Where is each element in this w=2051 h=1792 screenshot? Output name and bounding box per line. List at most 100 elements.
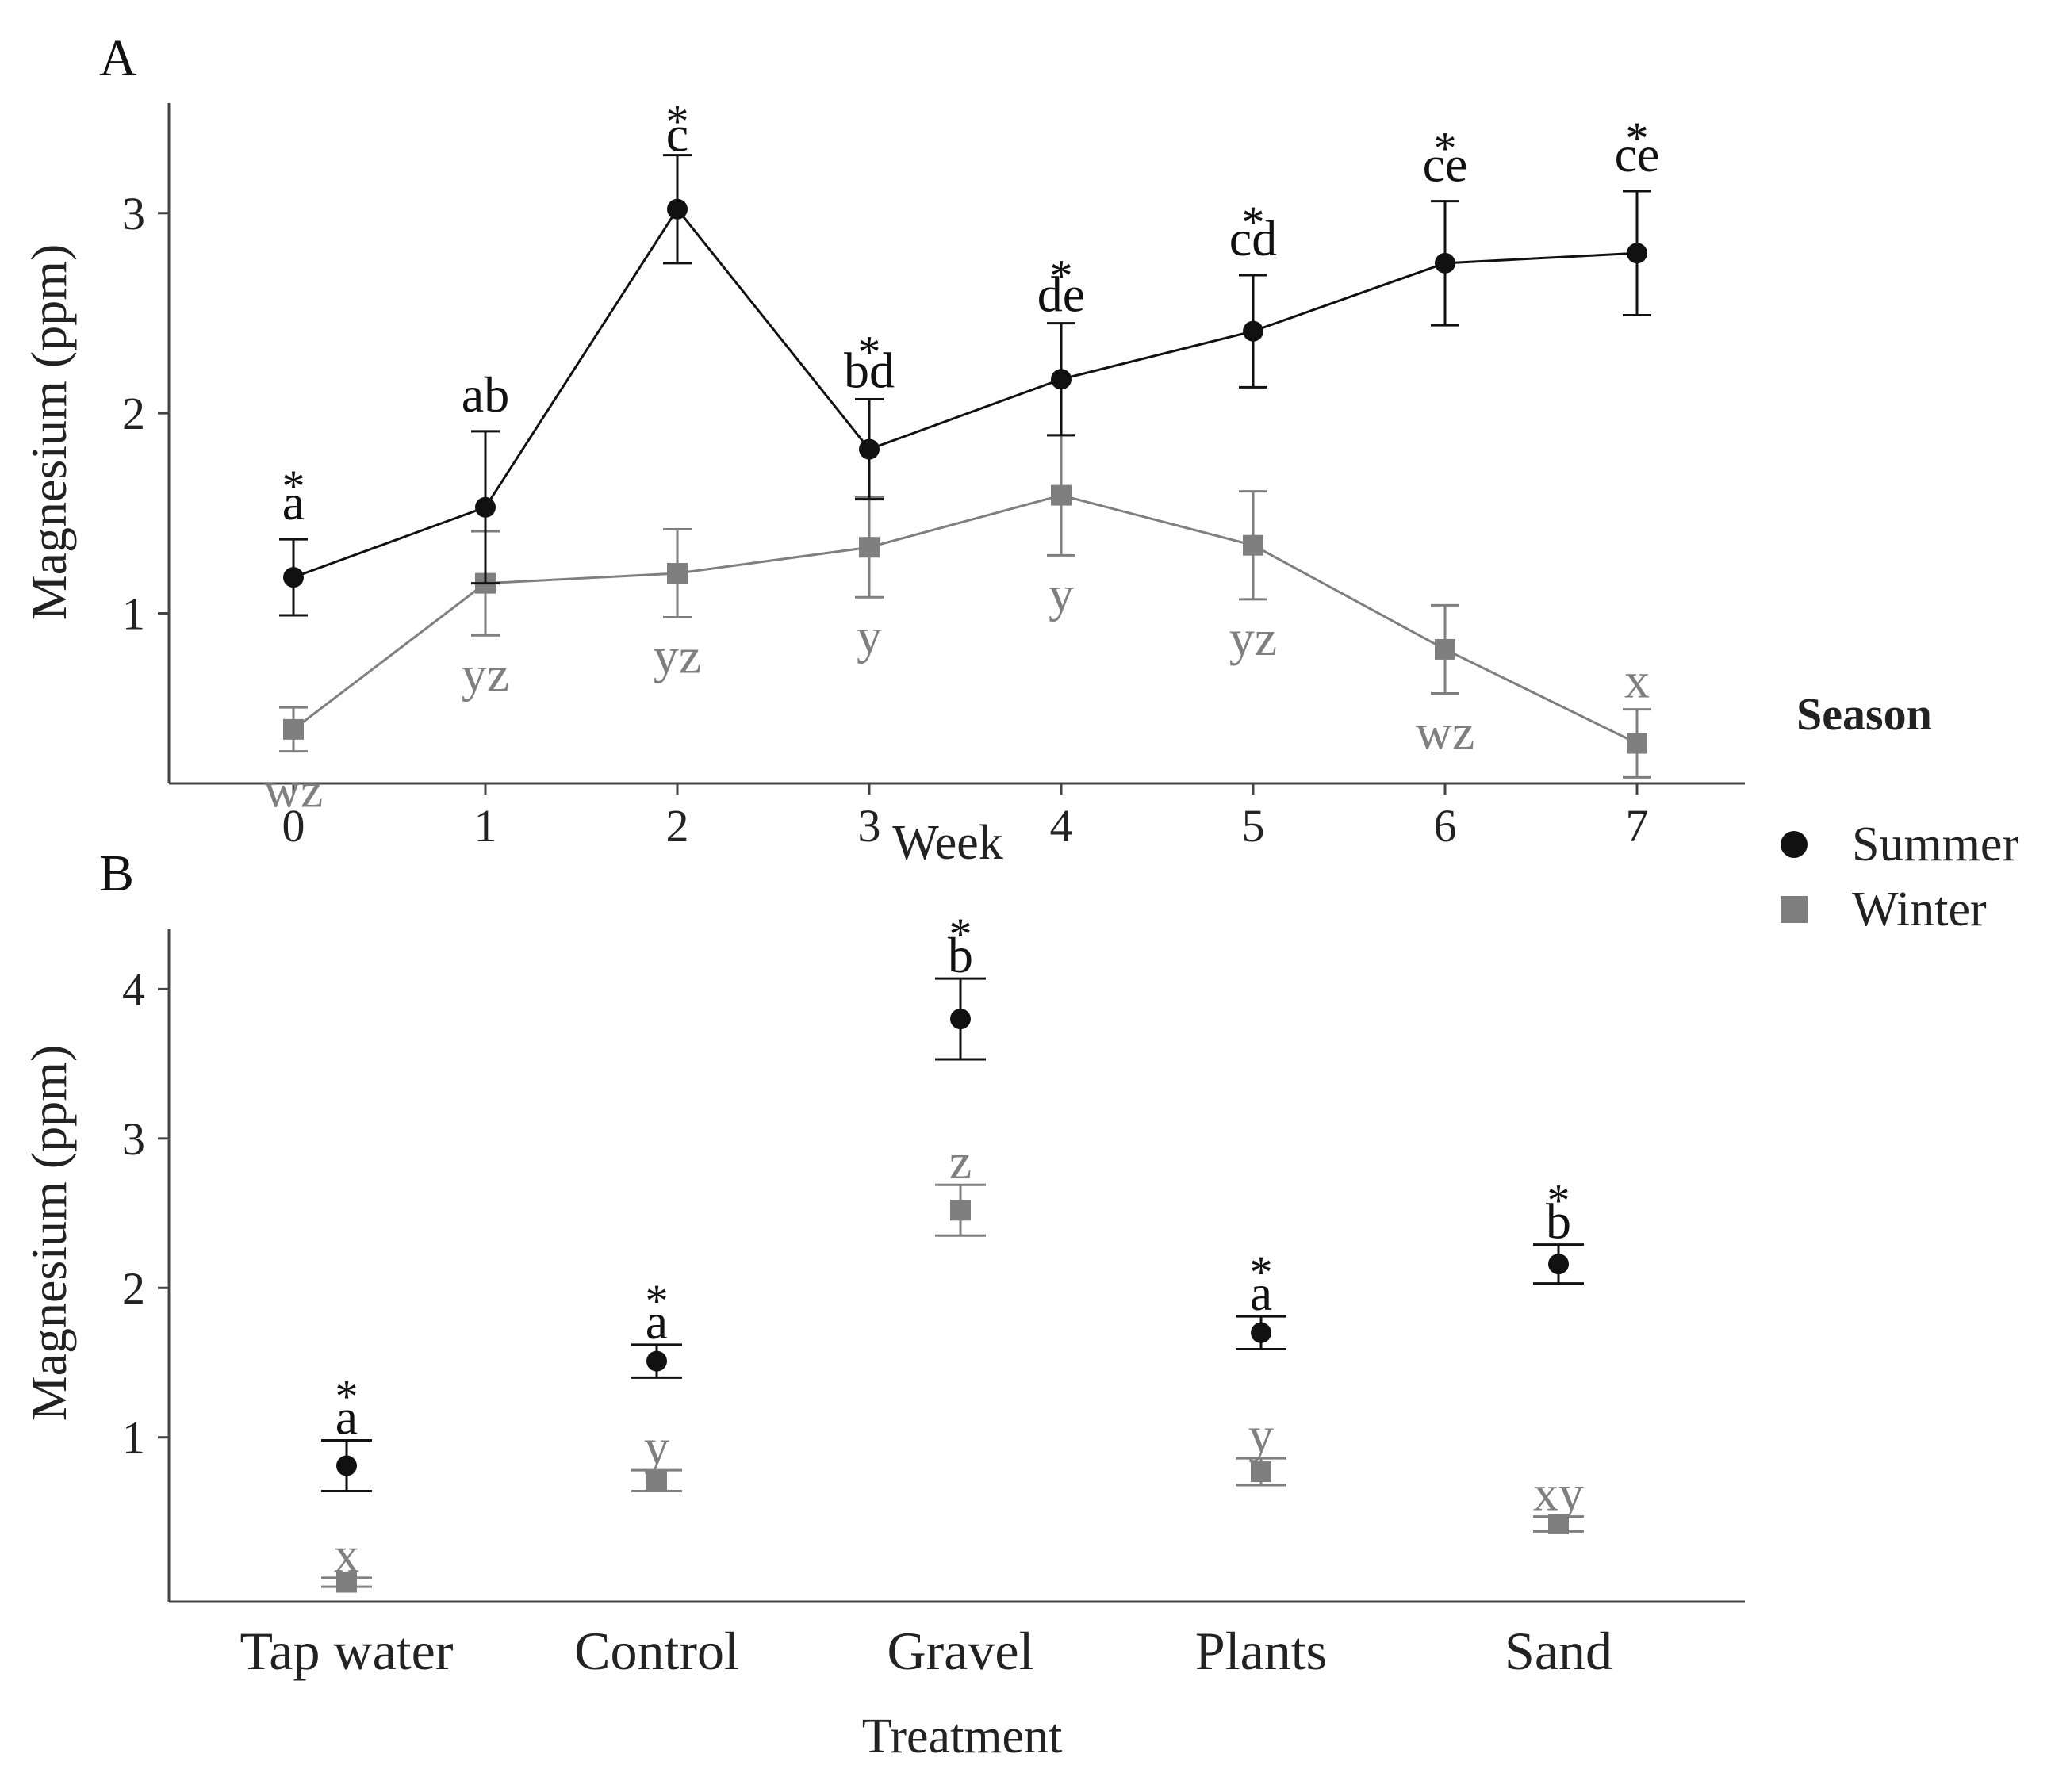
panel-b-summer-letter: a — [646, 1293, 668, 1350]
panel-a-y-tick-label: 3 — [122, 188, 145, 239]
panel-b-winter-letter: z — [949, 1133, 972, 1189]
panel-b-winter-letter: y — [644, 1419, 669, 1475]
panel-b-y-axis-label: Magnesium (ppm) — [21, 1045, 77, 1422]
panel-b-category-label: Plants — [1195, 1621, 1327, 1681]
panel-b-y-tick-label: 4 — [122, 963, 145, 1015]
panel-b-winter-letter: xy — [1533, 1465, 1584, 1522]
panel-a-summer-letter: a — [282, 474, 305, 530]
panel-b-summer-point — [1251, 1322, 1271, 1343]
panel-a-summer-letter: c — [666, 106, 688, 163]
panel-a-winter-letter: yz — [1229, 610, 1277, 666]
panel-a-winter-point — [1051, 484, 1072, 506]
panel-a-summer-point — [1435, 252, 1455, 274]
panel-b-summer-point — [950, 1009, 971, 1030]
panel-a-x-tick-label: 1 — [474, 800, 497, 852]
panel-b-summer-point — [1548, 1254, 1569, 1275]
legend: Season Summer Winter — [1781, 688, 2018, 936]
panel-a-x-tick-label: 2 — [666, 800, 689, 852]
panel-a-winter-line — [293, 494, 1638, 745]
panel-a-winter-letter: wz — [264, 762, 324, 818]
panel-a-winter-letter: yz — [462, 645, 509, 702]
panel-a-summer-star: * — [858, 326, 881, 377]
panel-a-y-tick-label: 1 — [122, 588, 145, 640]
panel-a-summer-letter: ce — [1423, 136, 1468, 193]
panel-b-winter-point — [950, 1200, 971, 1221]
panel-a-summer-star: * — [1434, 123, 1457, 174]
panel-a-winter-point — [1243, 534, 1263, 556]
panel-a-summer-point — [1627, 243, 1647, 264]
panel-a-y-axis-label: Magnesium (ppm) — [21, 244, 77, 621]
panel-a-x-tick-label: 6 — [1434, 800, 1457, 852]
panel-b-chart: Treatment Magnesium (ppm) 1 2 3 4 Tap water C… — [21, 909, 1745, 1763]
panel-b-category-label: Sand — [1505, 1621, 1612, 1681]
panel-a-summer-letter: cd — [1229, 210, 1277, 266]
panel-a-summer-point — [283, 567, 304, 588]
panel-b-summer-letter: b — [1546, 1193, 1571, 1250]
panel-b-summer-letter: b — [948, 927, 973, 983]
panel-a-winter-point — [1435, 638, 1455, 660]
panel-a-summer-letter: de — [1037, 266, 1085, 323]
panel-a-summer-letter: bd — [844, 342, 895, 398]
panel-b-winter-point — [336, 1572, 357, 1593]
panel-b-x-axis-label: Treatment — [862, 1710, 1063, 1763]
panel-b-summer-star: * — [335, 1370, 358, 1422]
panel-a-summer-point — [1051, 369, 1072, 390]
panel-b-winter-point — [1548, 1514, 1569, 1535]
panel-b-y-tick-label: 2 — [122, 1262, 145, 1314]
panel-a-winter-letter: y — [857, 607, 882, 664]
panel-b-summer-point — [336, 1455, 357, 1476]
panel-b-summer-star: * — [949, 909, 972, 960]
panel-b-y-tick-label: 1 — [122, 1412, 145, 1464]
panel-a-winter-point — [667, 563, 688, 584]
panel-a-summer-star: * — [1626, 113, 1649, 164]
panel-a-winter-point — [283, 718, 304, 740]
panel-a-winter-letter: wz — [1416, 703, 1475, 760]
panel-a-summer-letter: ce — [1615, 126, 1660, 182]
panel-a-x-tick-label: 0 — [282, 800, 305, 852]
panel-a-summer-star: * — [282, 461, 305, 512]
panel-a-winter-point — [859, 537, 880, 558]
panel-b-winter-letter: x — [334, 1526, 359, 1583]
panel-a-summer-star: * — [1050, 251, 1073, 302]
panel-b-category-label: Gravel — [887, 1621, 1033, 1681]
panel-b-winter-point — [1251, 1461, 1271, 1483]
panel-a-winter-letter: yz — [654, 628, 701, 684]
legend-winter-marker — [1781, 896, 1808, 923]
panel-a-summer-point — [667, 198, 688, 220]
panel-a-summer-star: * — [1242, 197, 1265, 248]
panel-a-x-tick-label: 5 — [1242, 800, 1265, 852]
panel-b-summer-point — [646, 1350, 667, 1372]
panel-a-summer-letter: ab — [462, 366, 509, 423]
panel-a-chart: Week Magnesium (ppm) 1 2 3 0 1 2 3 4 5 6 7 wz yz yz y y… — [21, 96, 1745, 870]
panel-a-summer-point — [859, 438, 880, 460]
panel-b-summer-letter: a — [335, 1388, 358, 1445]
panel-a-winter-letter: x — [1624, 653, 1650, 709]
panel-a-x-tick-label: 7 — [1626, 800, 1649, 852]
panel-a-winter-letter: y — [1049, 565, 1074, 622]
panel-b-winter-letter: y — [1248, 1407, 1274, 1463]
panel-b-category-label: Control — [574, 1621, 739, 1681]
panel-b-y-tick-label: 3 — [122, 1113, 145, 1165]
legend-summer-label: Summer — [1852, 818, 2018, 871]
panel-b-summer-star: * — [1250, 1246, 1273, 1298]
panel-a-label: A — [99, 29, 137, 87]
panel-a-y-tick-label: 2 — [122, 388, 145, 439]
panel-a-summer-line — [293, 207, 1638, 579]
panel-b-category-label: Tap water — [240, 1621, 454, 1681]
legend-summer-marker — [1781, 831, 1808, 858]
panel-a-winter-point — [1627, 733, 1647, 754]
legend-winter-label: Winter — [1852, 883, 1987, 936]
panel-b-summer-star: * — [1547, 1175, 1570, 1227]
legend-title: Season — [1796, 688, 1932, 740]
panel-a-x-axis-label: Week — [892, 816, 1003, 870]
panel-b-label: B — [99, 844, 134, 902]
panel-a-x-tick-label: 4 — [1050, 800, 1073, 852]
panel-a-x-tick-label: 3 — [858, 800, 881, 852]
panel-b-winter-point — [646, 1470, 667, 1491]
panel-a-summer-point — [475, 496, 496, 518]
panel-b-summer-star: * — [646, 1275, 669, 1327]
panel-a-summer-point — [1243, 320, 1263, 342]
panel-a-summer-star: * — [666, 96, 689, 147]
panel-b-summer-letter: a — [1250, 1265, 1272, 1321]
